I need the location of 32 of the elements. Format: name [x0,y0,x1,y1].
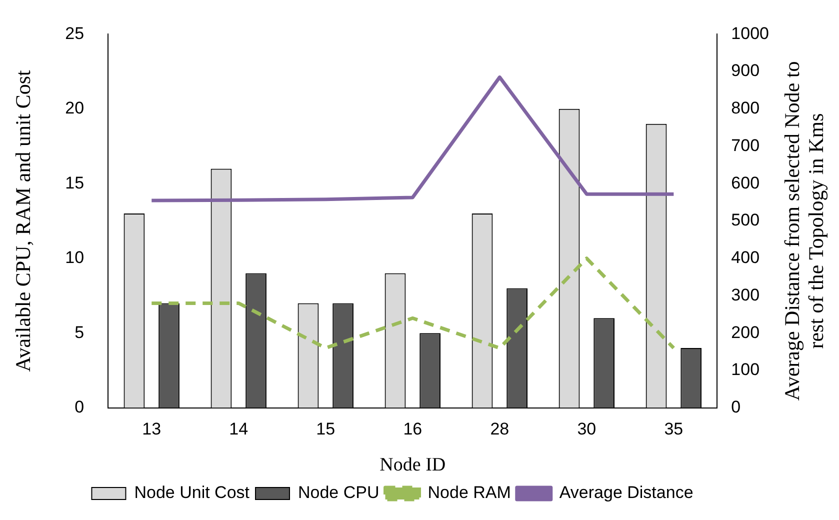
x-tick-label: 35 [664,420,684,439]
x-tick-label: 28 [490,420,510,439]
y-tick-label: 10 [65,248,84,268]
legend-label: Node Unit Cost [134,483,250,502]
y-tick-label: 25 [65,24,84,43]
x-tick-label: 30 [577,420,596,439]
y2-tick-label: 0 [731,397,741,416]
y-tick-label: 15 [65,173,84,192]
y2-tick-label: 400 [731,248,760,268]
x-tick-label: 14 [229,420,248,439]
y2-tick-label: 600 [731,173,760,192]
y2-tick-label: 800 [731,98,760,118]
y-tick-label: 20 [65,98,84,118]
y-tick-label: 5 [74,322,84,342]
y2-tick-label: 700 [731,136,760,155]
legend-label: Node CPU [298,483,380,502]
x-tick-label: 15 [316,420,336,439]
y2-axis-title: Average Distance from selected Node to rest of the Topology in Kms [780,61,828,401]
y-tick-label: 0 [74,397,84,416]
y2-tick-label: 900 [731,61,760,80]
y2-tick-label: 300 [731,285,760,304]
y-axis-title: Available CPU, RAM and unit Cost [11,70,36,372]
legend-label: Node RAM [428,483,511,502]
legend-label: Average Distance [559,483,694,502]
y2-tick-label: 1000 [731,24,770,43]
x-tick-label: 16 [403,420,422,439]
y2-tick-label: 500 [731,210,760,230]
line-series [150,256,676,350]
x-tick-label: 13 [142,420,162,439]
x-axis-title: Node ID [380,454,446,476]
y2-tick-label: 100 [731,360,760,380]
y2-tick-label: 200 [731,322,760,342]
